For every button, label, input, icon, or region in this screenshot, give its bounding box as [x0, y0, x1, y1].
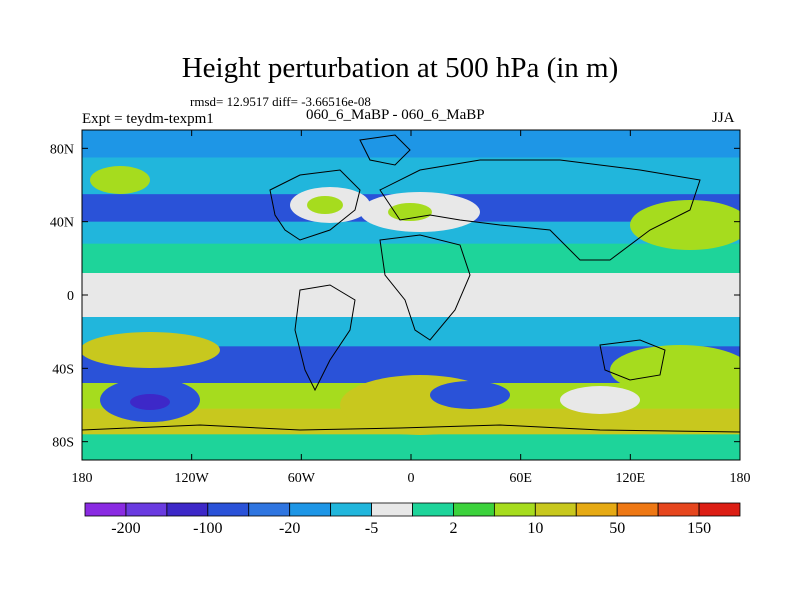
colorbar-swatch	[84, 502, 127, 517]
comparison-label: 060_6_MaBP - 060_6_MaBP	[306, 107, 485, 123]
colorbar-swatch	[207, 502, 250, 517]
colorbar-swatch	[125, 502, 168, 517]
coastline-australia	[599, 339, 666, 381]
lon-tick-label: 120W	[175, 471, 210, 486]
contour-blob	[430, 381, 510, 409]
colorbar-label: -20	[279, 520, 300, 537]
colorbar-label: -5	[365, 520, 378, 537]
lon-tick-label: 60E	[509, 471, 532, 486]
contour-blob	[90, 166, 150, 194]
latitude-axis: 80N 40N 0 40S 80S	[50, 142, 740, 451]
colorbar-swatch	[453, 502, 495, 517]
coastlines	[82, 134, 740, 433]
contour-band	[82, 243, 740, 274]
plot-title: Height perturbation at 500 hPa (in m)	[181, 52, 619, 84]
lon-tick-label: 180	[730, 471, 751, 486]
colorbar-swatch	[575, 502, 618, 517]
colorbar-swatch	[616, 502, 659, 517]
experiment-label: Expt = teydm-texpm1	[82, 111, 214, 127]
contour-band	[82, 273, 740, 318]
colorbar-swatch	[493, 502, 536, 517]
longitude-axis: 180 120W 60W 0 60E 120E 180	[72, 130, 751, 486]
lon-tick-label: 180	[72, 471, 93, 486]
colorbar-swatch	[412, 502, 454, 517]
colorbar-label: 150	[687, 520, 711, 537]
lon-tick-label: 120E	[616, 471, 646, 486]
coastline-antarctica	[82, 424, 740, 433]
colorbar-label: 2	[449, 520, 457, 537]
rmsd-diff-stats: rmsd= 12.9517 diff= -3.66516e-08	[190, 94, 371, 109]
contour-fill	[82, 130, 740, 460]
colorbar-swatch	[248, 502, 291, 517]
contour-blob	[82, 332, 220, 368]
contour-blobs	[82, 166, 740, 435]
coastline-africa	[379, 234, 471, 341]
coastline-greenland	[359, 134, 411, 166]
coastline-north-america	[269, 169, 361, 241]
lat-tick-label: 80S	[52, 436, 74, 451]
coastline-eurasia	[379, 159, 701, 261]
colorbar-label: 10	[527, 520, 543, 537]
lat-tick-label: 80N	[50, 142, 74, 157]
lat-tick-label: 40N	[50, 216, 74, 231]
contour-blob	[130, 394, 170, 410]
colorbar-swatch	[698, 502, 741, 517]
colorbar-swatch	[289, 502, 332, 517]
lat-tick-label: 40S	[52, 362, 74, 377]
contour-band	[82, 221, 740, 245]
colorbar-swatch	[534, 502, 577, 517]
contour-blob	[630, 200, 740, 250]
colorbar-swatch	[657, 502, 700, 517]
lon-tick-label: 60W	[288, 471, 316, 486]
colorbar-swatch	[330, 502, 372, 517]
contour-band	[82, 157, 740, 196]
season-label: JJA	[712, 110, 735, 126]
lat-tick-label: 0	[67, 289, 74, 304]
contour-blob	[610, 345, 740, 395]
colorbar-label: -100	[193, 520, 222, 537]
colorbar: -200 -100 -20 -5 2 10 50 150	[84, 502, 741, 537]
contour-blob	[307, 196, 343, 214]
coastline-south-america	[294, 284, 356, 392]
colorbar-label: 50	[609, 520, 625, 537]
contour-blob	[560, 386, 640, 414]
colorbar-swatch	[166, 502, 209, 517]
colorbar-label: -200	[111, 520, 140, 537]
colorbar-swatch	[371, 502, 413, 517]
lon-tick-label: 0	[408, 471, 415, 486]
